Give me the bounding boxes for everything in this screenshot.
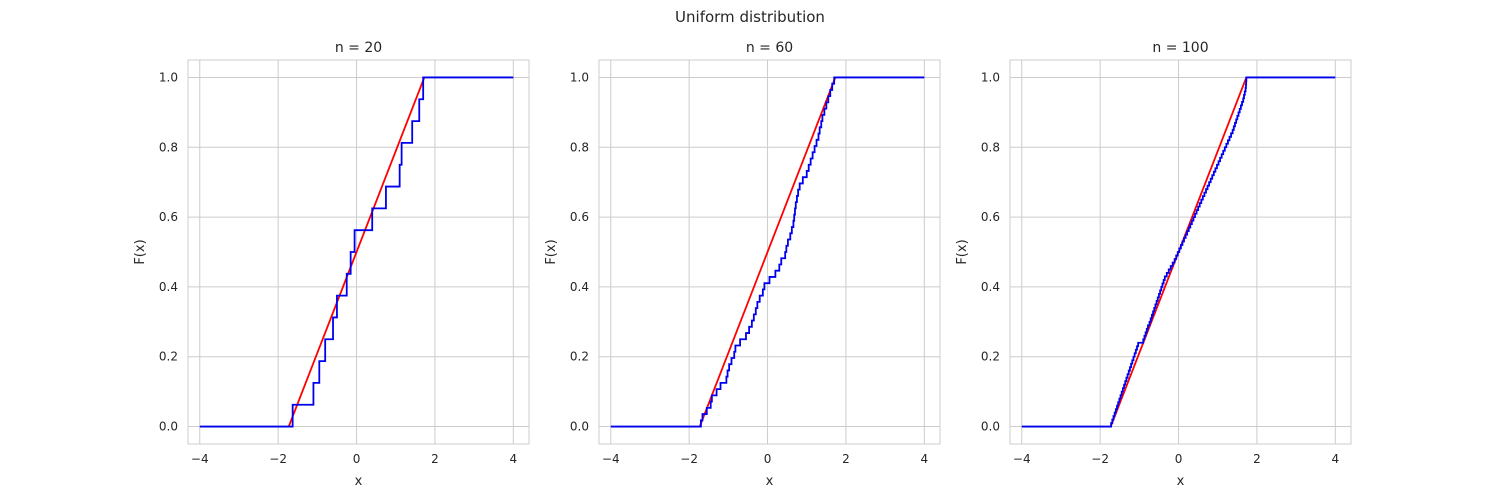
x-tick-label: 2 bbox=[1253, 452, 1261, 466]
x-axis-label: x bbox=[1177, 474, 1185, 489]
y-tick-label: 0.2 bbox=[981, 350, 1000, 364]
plot-frame bbox=[598, 59, 941, 445]
plot-frame bbox=[1009, 59, 1352, 445]
y-tick-label: 0.2 bbox=[159, 350, 178, 364]
panels: −4 −2 0 2 4 0.0 0.2 0.4 0.6 0.8 1.0 n = 20 x F(x) −4 −2… bbox=[133, 40, 1352, 489]
y-tick-label: 0.8 bbox=[159, 140, 178, 154]
y-axis-label: F(x) bbox=[133, 239, 148, 264]
panel-2: −4 −2 0 2 4 0.0 0.2 0.4 0.6 0.8 1.0 n = 60 x F(x) bbox=[544, 40, 941, 489]
y-axis-label: F(x) bbox=[544, 239, 559, 264]
x-tick-label: 4 bbox=[1332, 452, 1340, 466]
y-tick-label: 0.0 bbox=[981, 420, 1000, 434]
y-axis-label: F(x) bbox=[955, 239, 970, 264]
figure-suptitle: Uniform distribution bbox=[675, 8, 825, 26]
x-tick-label: 0 bbox=[764, 452, 772, 466]
x-tick-label: −2 bbox=[1091, 452, 1109, 466]
panel-title: n = 100 bbox=[1152, 40, 1208, 56]
x-tick-label: 0 bbox=[353, 452, 361, 466]
x-tick-label: −4 bbox=[602, 452, 620, 466]
y-tick-label: 1.0 bbox=[981, 70, 1000, 84]
plot-frame bbox=[187, 59, 530, 445]
empirical-cdf-line bbox=[199, 76, 514, 428]
y-tick-label: 0.8 bbox=[570, 140, 589, 154]
empirical-cdf-line bbox=[1021, 76, 1336, 428]
x-tick-label: −4 bbox=[191, 452, 209, 466]
x-tick-label: 2 bbox=[842, 452, 850, 466]
theoretical-cdf-line bbox=[698, 77, 837, 427]
theoretical-cdf-line bbox=[287, 77, 426, 427]
x-tick-label: −4 bbox=[1013, 452, 1031, 466]
x-tick-label: 2 bbox=[431, 452, 439, 466]
panel-title: n = 20 bbox=[335, 40, 382, 56]
y-tick-label: 0.4 bbox=[570, 280, 589, 294]
x-tick-label: 4 bbox=[510, 452, 518, 466]
x-axis-label: x bbox=[355, 474, 363, 489]
y-tick-label: 1.0 bbox=[570, 70, 589, 84]
y-tick-label: 0.6 bbox=[570, 210, 589, 224]
x-tick-label: 4 bbox=[921, 452, 929, 466]
y-tick-label: 0.2 bbox=[570, 350, 589, 364]
y-tick-label: 0.6 bbox=[159, 210, 178, 224]
y-tick-label: 0.6 bbox=[981, 210, 1000, 224]
y-tick-label: 0.4 bbox=[981, 280, 1000, 294]
x-tick-label: −2 bbox=[680, 452, 698, 466]
x-tick-label: −2 bbox=[269, 452, 287, 466]
panel-1: −4 −2 0 2 4 0.0 0.2 0.4 0.6 0.8 1.0 n = 20 x F(x) bbox=[133, 40, 530, 489]
y-tick-label: 0.8 bbox=[981, 140, 1000, 154]
empirical-cdf-line bbox=[610, 76, 925, 428]
y-tick-label: 0.0 bbox=[159, 420, 178, 434]
y-tick-label: 0.0 bbox=[570, 420, 589, 434]
y-tick-label: 0.4 bbox=[159, 280, 178, 294]
panel-3: −4 −2 0 2 4 0.0 0.2 0.4 0.6 0.8 1.0 n = 100 x F(x) bbox=[955, 40, 1352, 489]
y-tick-label: 1.0 bbox=[159, 70, 178, 84]
panel-title: n = 60 bbox=[746, 40, 793, 56]
x-axis-label: x bbox=[766, 474, 774, 489]
x-tick-label: 0 bbox=[1175, 452, 1183, 466]
